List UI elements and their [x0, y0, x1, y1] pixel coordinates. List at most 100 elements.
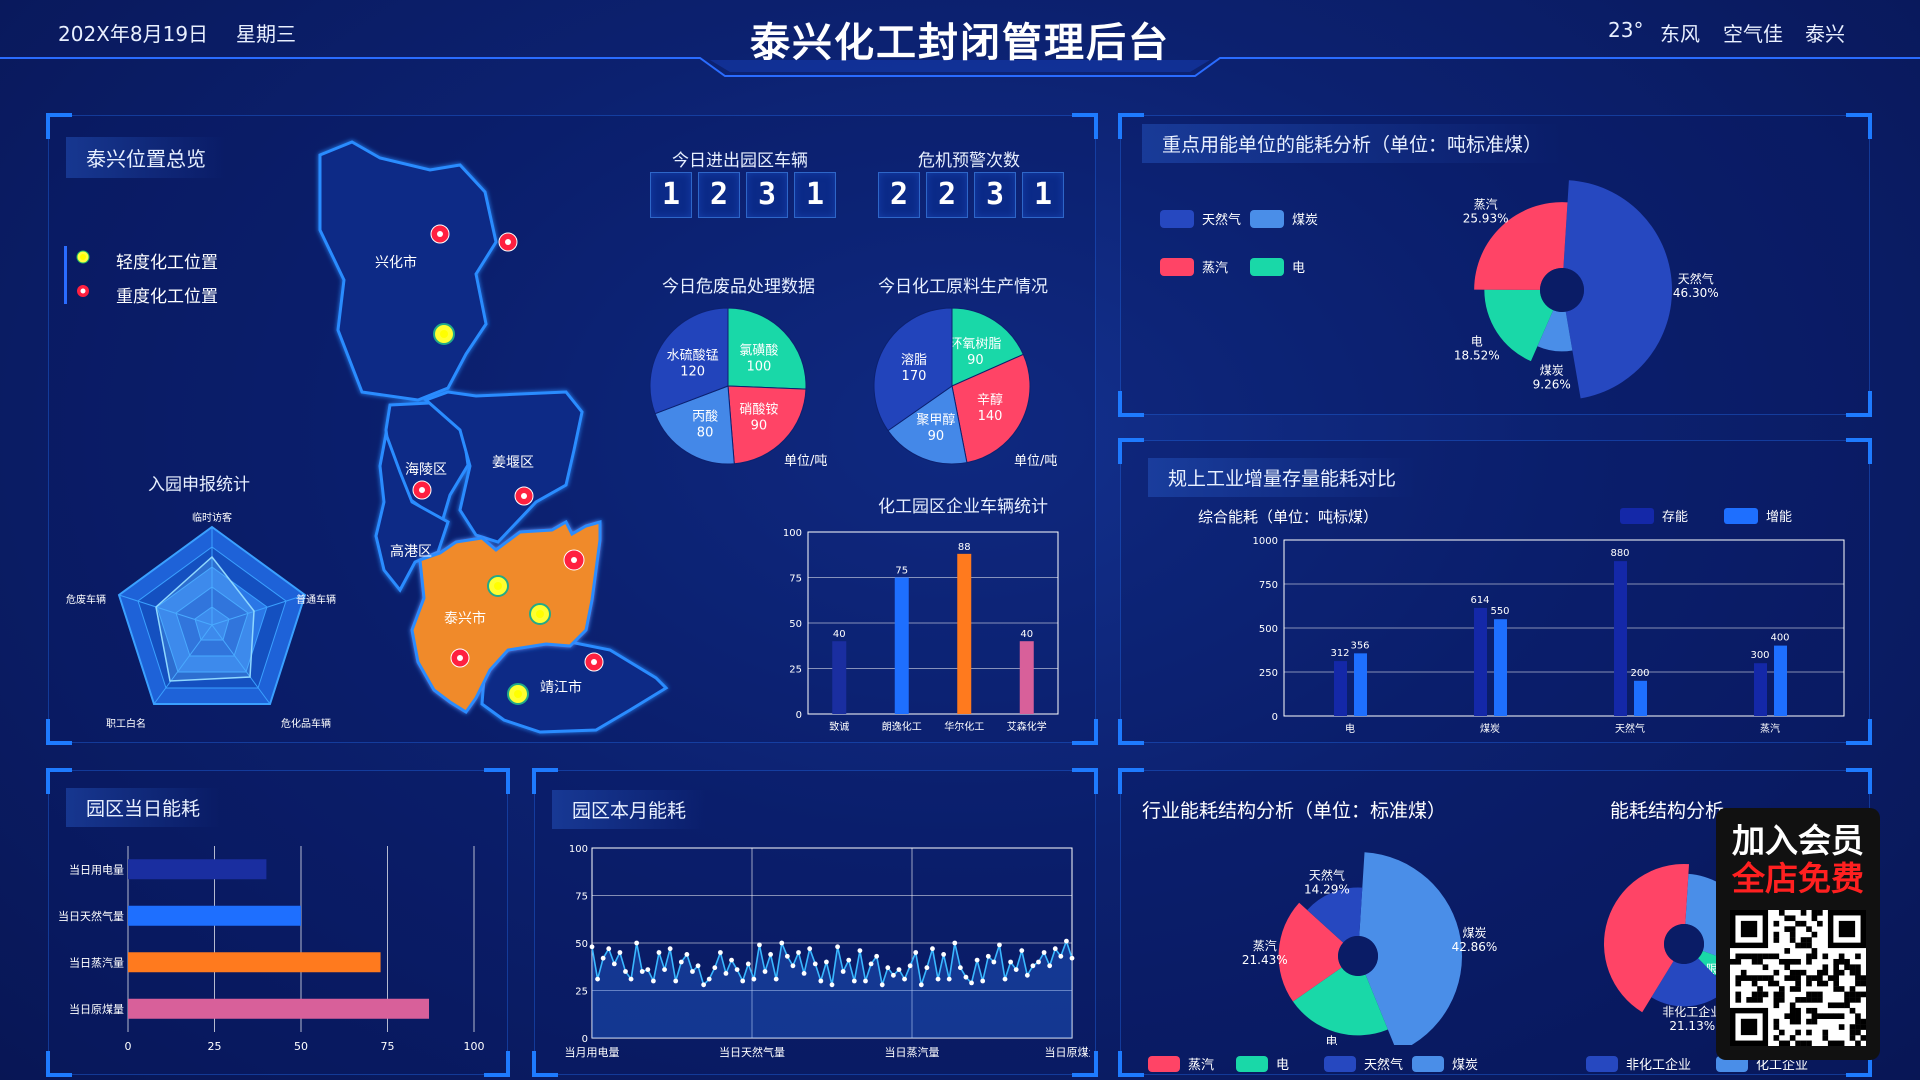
qr-module	[1746, 997, 1752, 1003]
qr-module	[1762, 991, 1769, 998]
y-tick-label: 当日蒸汽量	[69, 955, 124, 969]
pie-slice	[727, 307, 807, 390]
qr-module	[1849, 1007, 1856, 1014]
energy-units-title: 重点用能单位的能耗分析（单位：吨标准煤）	[1142, 124, 1563, 163]
light-marker[interactable]	[487, 575, 509, 597]
qr-module	[1784, 1040, 1791, 1046]
bar	[1614, 561, 1627, 716]
qr-module	[1789, 969, 1796, 976]
light-marker[interactable]	[507, 683, 529, 705]
qr-module	[1773, 937, 1780, 943]
legend-label: 天然气	[1364, 1057, 1403, 1073]
heavy-marker[interactable]	[514, 486, 534, 506]
qr-module	[1795, 980, 1801, 987]
line-point	[768, 952, 774, 957]
qr-module	[1811, 991, 1818, 998]
rose-slice-percent: 21.13%	[1669, 1019, 1715, 1033]
qr-module	[1762, 953, 1769, 960]
map-label-xinghua: 兴化市	[375, 254, 417, 271]
qr-module	[1838, 958, 1845, 965]
qr-module	[1817, 910, 1823, 916]
warning-counter-label: 危机预警次数	[918, 151, 1020, 171]
pie-slice-value: 90	[751, 419, 768, 434]
qr-module	[1735, 958, 1742, 965]
line-point	[1064, 938, 1069, 944]
rose-slice-name: 蒸汽	[1253, 938, 1277, 953]
qr-module	[1795, 1018, 1801, 1025]
rose-slice-name: 天然气	[1309, 868, 1345, 883]
qr-module	[1849, 1035, 1856, 1041]
line-point	[974, 957, 980, 963]
qr-module	[1784, 958, 1791, 965]
qr-module	[1784, 926, 1791, 932]
header-frame	[0, 57, 1920, 77]
member-promo[interactable]: 加入会员 全店免费	[1716, 808, 1880, 1060]
heavy-marker[interactable]	[430, 224, 450, 244]
x-tick-label: 当月用电量	[565, 1045, 620, 1059]
material-pie-unit: 单位/吨	[1014, 454, 1058, 469]
bar-value-label: 550	[1490, 606, 1509, 617]
light-marker[interactable]	[529, 603, 551, 625]
heavy-marker[interactable]	[584, 652, 604, 672]
waste-pie-unit: 单位/吨	[784, 454, 828, 469]
qr-module	[1784, 964, 1791, 971]
rose-slice	[1278, 902, 1344, 1002]
qr-module	[1844, 1002, 1850, 1009]
legend-heavy: 重度化工位置	[116, 287, 218, 307]
legend-swatch	[1250, 258, 1284, 276]
line-point	[745, 961, 751, 967]
qr-module	[1773, 1002, 1780, 1009]
qr-module	[1827, 975, 1834, 981]
heavy-marker[interactable]	[498, 232, 518, 252]
heavy-marker[interactable]	[450, 648, 470, 668]
legend-label: 蒸汽	[1188, 1058, 1214, 1073]
legend-swatch	[1724, 508, 1758, 524]
x-tick-label: 电	[1345, 722, 1355, 735]
y-tick-label: 750	[1259, 580, 1278, 591]
bar	[1334, 661, 1347, 716]
light-marker[interactable]	[433, 323, 455, 345]
bar	[957, 553, 972, 714]
qr-module	[1811, 975, 1818, 981]
line-point	[751, 976, 757, 982]
rose-slice-percent: 46.30%	[1673, 286, 1719, 300]
line-point	[757, 942, 762, 948]
line-point	[1069, 955, 1075, 961]
qr-module	[1789, 915, 1796, 922]
pie-slice-value: 90	[928, 429, 945, 444]
qr-module	[1778, 991, 1785, 998]
x-tick-label: 当日天然气量	[719, 1045, 785, 1059]
heavy-marker[interactable]	[412, 480, 432, 500]
qr-module	[1844, 997, 1850, 1003]
qr-module	[1795, 969, 1801, 976]
rose-slice-name: 蒸汽	[1474, 196, 1498, 211]
qr-module	[1806, 991, 1812, 998]
legend-label: 蒸汽	[1202, 261, 1228, 276]
y-tick-label: 500	[1259, 624, 1278, 635]
map-region-jiangyan	[423, 390, 584, 544]
qr-module	[1860, 1018, 1866, 1025]
qr-code-icon[interactable]	[1730, 910, 1866, 1046]
line-point	[1030, 963, 1036, 969]
legend-swatch	[1160, 258, 1194, 276]
header-weekday: 星期三	[236, 22, 296, 46]
line-point	[868, 961, 874, 967]
legend-label: 非化工企业	[1626, 1057, 1691, 1073]
qr-module	[1795, 1040, 1801, 1046]
radar-axis-label: 危废车辆	[66, 593, 106, 606]
waste-pie-title: 今日危废品处理数据	[662, 277, 815, 297]
taixing-map[interactable]: 兴化市 海陵区 姜堰区 高港区 泰兴市 靖江市	[300, 130, 690, 740]
qr-module	[1740, 953, 1747, 960]
qr-module	[1740, 969, 1747, 976]
qr-module	[1811, 1013, 1818, 1019]
heavy-marker[interactable]	[563, 549, 585, 571]
bar	[894, 577, 909, 714]
qr-module	[1855, 980, 1861, 987]
counter-digit: 1	[1022, 172, 1064, 218]
line-point	[874, 953, 880, 959]
qr-module	[1735, 991, 1742, 998]
qr-module	[1757, 991, 1763, 998]
x-tick-label: 蒸汽	[1760, 722, 1780, 735]
qr-module	[1735, 975, 1742, 981]
